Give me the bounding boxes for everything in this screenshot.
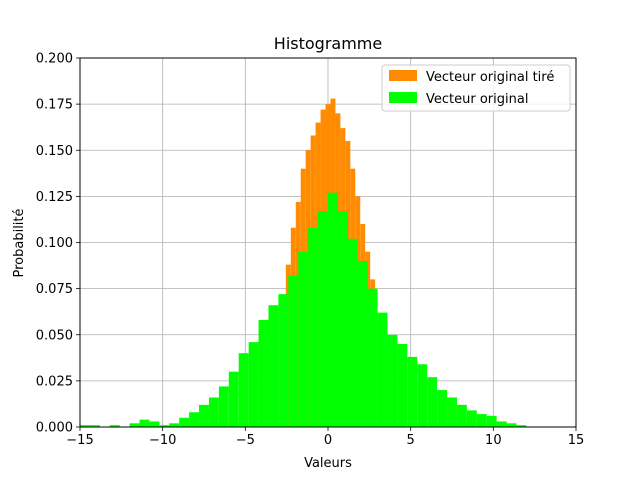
series-original-bars [80, 192, 527, 427]
histogram-bar [288, 275, 299, 427]
x-tick-label: 10 [485, 433, 502, 448]
legend-swatch-drawn [389, 70, 417, 81]
histogram-bar [228, 371, 239, 427]
histogram-bar [337, 211, 348, 427]
legend: Vecteur original tiré Vecteur original [381, 64, 571, 112]
histogram-bar [427, 377, 438, 427]
histogram-bar [268, 305, 279, 427]
histogram-bar [199, 404, 209, 427]
histogram-bar [516, 425, 527, 427]
histogram-bar [506, 423, 517, 427]
y-tick-label: 0.050 [36, 328, 73, 343]
histogram-bar [407, 356, 418, 427]
histogram-bar [308, 227, 319, 427]
x-tick-label: 15 [568, 433, 585, 448]
y-tick-label: 0.200 [36, 52, 73, 67]
histogram-bar [357, 260, 368, 427]
x-tick-label: −15 [66, 433, 93, 448]
y-tick-label: 0.150 [36, 144, 73, 159]
histogram-bar [258, 319, 269, 427]
histogram-bar [238, 353, 249, 427]
histogram-bar [367, 288, 378, 427]
histogram-bar [437, 390, 448, 427]
y-axis-label: Probabilité [12, 208, 27, 277]
histogram-bar [377, 312, 388, 427]
histogram-bar [169, 423, 180, 427]
histogram-bar [218, 386, 229, 427]
y-tick-label: 0.125 [36, 190, 73, 205]
histogram-bar [456, 404, 467, 427]
histogram-bar [496, 421, 507, 427]
y-tick-label: 0.175 [36, 98, 73, 113]
histogram-bar [179, 417, 190, 427]
x-tick-label: 0 [324, 433, 332, 448]
histogram-bar [397, 343, 408, 427]
y-tick-label: 0.075 [36, 282, 73, 297]
histogram-bar [149, 421, 160, 427]
histogram-bar [318, 211, 328, 427]
x-axis-ticks: −15 −10 −5 0 5 10 15 [66, 427, 584, 448]
histogram-bar [298, 251, 309, 427]
y-tick-label: 0.025 [36, 374, 73, 389]
histogram-bar [347, 238, 358, 427]
histogram-bar [129, 423, 140, 427]
histogram-bar [159, 425, 170, 427]
x-tick-label: −5 [236, 433, 255, 448]
histogram-bar [139, 419, 150, 427]
histogram-bar [208, 397, 219, 427]
y-tick-label: 0.100 [36, 236, 73, 251]
histogram-bar [476, 414, 487, 427]
histogram-bar [278, 294, 289, 427]
histogram-bar [189, 412, 200, 427]
histogram-bar [109, 425, 120, 427]
histogram-bar [328, 192, 338, 427]
legend-swatch-original [389, 92, 417, 103]
histogram-bar [417, 364, 428, 427]
legend-label-drawn: Vecteur original tiré [426, 70, 554, 85]
histogram-bar [387, 334, 398, 427]
histogram-bar [447, 397, 457, 427]
histogram-bar [248, 342, 259, 427]
legend-box [381, 64, 571, 112]
x-tick-label: 5 [407, 433, 415, 448]
chart-title: Histogramme [274, 34, 382, 53]
histogram-bar [486, 415, 497, 427]
x-axis-label: Valeurs [304, 456, 352, 471]
histogram-bar [89, 425, 100, 427]
histogram-bar [80, 425, 90, 427]
y-axis-ticks: 0.000 0.025 0.050 0.075 0.100 0.125 0.150 0.175… [36, 52, 80, 436]
histogram-bar [466, 410, 477, 427]
legend-label-original: Vecteur original [426, 92, 528, 107]
y-tick-label: 0.000 [36, 421, 73, 436]
x-tick-label: −10 [149, 433, 176, 448]
